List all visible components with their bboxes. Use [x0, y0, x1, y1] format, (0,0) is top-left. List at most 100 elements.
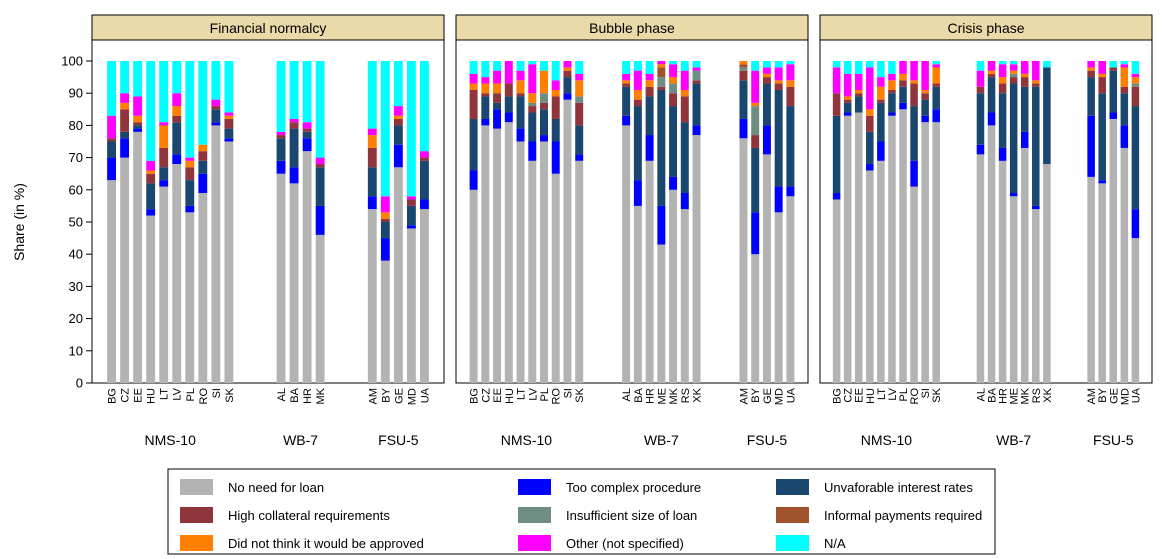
bar-segment: [528, 102, 537, 107]
x-tick-label: LV: [887, 387, 899, 400]
bar-segment: [133, 115, 143, 123]
bar-segment: [843, 99, 852, 103]
bar-segment: [420, 160, 429, 200]
x-tick-label: BG: [469, 388, 481, 404]
bar-segment: [866, 61, 874, 68]
bar-segment: [528, 93, 537, 103]
bar-segment: [910, 80, 918, 84]
bar-segment: [669, 176, 678, 190]
bar-segment: [1120, 93, 1129, 126]
bar-segment: [866, 115, 874, 132]
x-tick-label: CZ: [480, 388, 492, 403]
bar-segment: [393, 118, 403, 126]
bar-segment: [315, 234, 325, 383]
bar-segment: [786, 61, 795, 65]
bar-segment: [1131, 77, 1140, 84]
bar-segment: [1131, 106, 1140, 210]
bar-segment: [843, 73, 852, 97]
bar-segment: [1020, 77, 1029, 87]
bar-segment: [380, 218, 390, 222]
bar-segment: [302, 128, 312, 132]
bar-segment: [762, 61, 771, 68]
bar-segment: [976, 93, 985, 145]
bar-segment: [406, 225, 416, 229]
bar-segment: [540, 102, 548, 110]
bar-segment: [133, 122, 143, 126]
x-tick-label: AL: [975, 388, 987, 401]
bar-segment: [575, 125, 584, 155]
bar-segment: [657, 205, 666, 245]
bar-segment: [185, 157, 195, 161]
bar-segment: [120, 109, 130, 132]
bar-segment: [669, 83, 678, 94]
bar-segment: [866, 170, 874, 383]
group-label: FSU-5: [747, 432, 788, 448]
bar-segment: [420, 61, 429, 152]
bar-segment: [854, 61, 863, 74]
bar-segment: [1020, 73, 1029, 78]
bar-segment: [774, 80, 783, 84]
bar-segment: [315, 167, 325, 206]
bar-segment: [185, 180, 195, 206]
bar-segment: [843, 102, 852, 113]
bar-segment: [877, 86, 885, 100]
bar-segment: [910, 83, 918, 107]
panel-frame: [819, 39, 1153, 384]
y-tick-label: 80: [69, 118, 83, 133]
bar-segment: [540, 135, 548, 142]
bar-segment: [198, 144, 208, 152]
bar-segment: [786, 106, 795, 187]
bar-segment: [198, 61, 208, 145]
bar-segment: [1109, 70, 1118, 113]
bar-segment: [680, 96, 689, 123]
bar-segment: [315, 164, 325, 168]
x-tick-label: RS: [680, 388, 692, 403]
bar-segment: [622, 73, 631, 81]
bar-segment: [107, 61, 116, 116]
bar-segment: [159, 167, 169, 181]
bar-segment: [469, 61, 478, 74]
bar-segment: [276, 160, 286, 174]
bar-segment: [551, 89, 560, 97]
bar-segment: [786, 86, 795, 107]
group-label: WB-7: [283, 432, 318, 448]
bar-segment: [1043, 164, 1051, 383]
bar-segment: [910, 160, 918, 187]
bar-segment: [692, 67, 701, 71]
bar-segment: [276, 173, 286, 383]
legend-swatch: [518, 479, 551, 495]
bar-segment: [146, 173, 156, 184]
x-tick-label: AM: [1086, 388, 1098, 405]
bar-segment: [669, 189, 678, 383]
bar-segment: [1120, 86, 1129, 94]
bar-segment: [211, 61, 221, 100]
bar-segment: [198, 193, 208, 383]
bar-segment: [998, 61, 1007, 65]
bar-segment: [1009, 70, 1018, 74]
x-tick-label: UA: [785, 387, 797, 403]
bar-segment: [224, 138, 234, 142]
bar-segment: [211, 125, 221, 384]
bar-segment: [481, 61, 490, 78]
bar-segment: [575, 96, 584, 103]
bar-segment: [1043, 61, 1051, 68]
bar-segment: [563, 77, 572, 94]
x-tick-label: HR: [645, 388, 657, 404]
bar-segment: [786, 196, 795, 383]
y-tick-label: 20: [69, 311, 83, 326]
bar-segment: [563, 61, 572, 68]
bar-segment: [1120, 67, 1129, 87]
bar-segment: [774, 61, 783, 68]
bar-segment: [633, 99, 642, 107]
bar-segment: [1009, 61, 1018, 65]
bar-segment: [420, 151, 429, 158]
bar-segment: [516, 61, 525, 71]
bar-segment: [976, 86, 985, 94]
bar-segment: [120, 131, 130, 139]
bar-segment: [739, 118, 748, 139]
bar-segment: [211, 122, 221, 126]
x-tick-label: AM: [367, 388, 379, 405]
bar-segment: [172, 93, 182, 107]
bar-segment: [406, 61, 416, 197]
bar-segment: [159, 125, 169, 148]
